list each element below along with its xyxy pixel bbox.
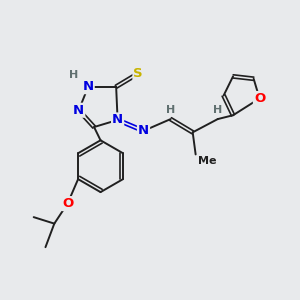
Text: N: N [138, 124, 149, 137]
Text: Me: Me [198, 156, 217, 166]
Text: H: H [166, 105, 175, 115]
Text: O: O [254, 92, 265, 105]
Text: O: O [62, 197, 73, 210]
Text: H: H [69, 70, 79, 80]
Text: S: S [134, 67, 143, 80]
Text: N: N [112, 113, 123, 127]
Text: H: H [213, 105, 222, 115]
Text: N: N [82, 80, 94, 93]
Text: N: N [73, 104, 84, 117]
